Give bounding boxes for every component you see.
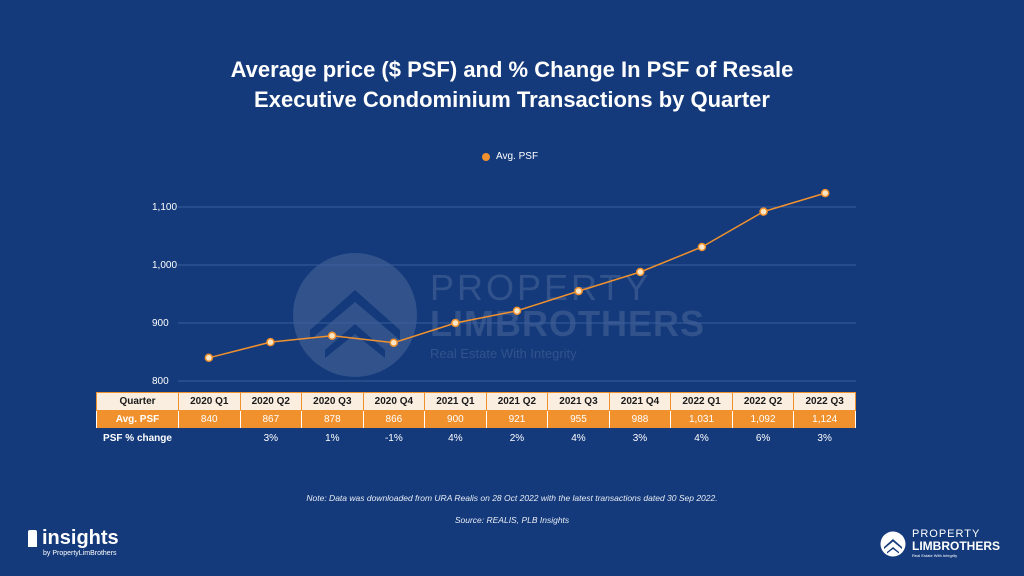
plb-line2: LIMBROTHERS (912, 539, 1000, 553)
y-axis-ticks: 800 900 1,000 1,100 (152, 202, 177, 387)
data-point (389, 338, 398, 347)
avg-psf-cell: 900 (424, 410, 487, 428)
quarter-cell: 2021 Q4 (608, 392, 672, 411)
insights-byline: by PropertyLimBrothers (43, 550, 117, 557)
note-text: Note: Data was downloaded from URA Reali… (306, 493, 718, 503)
quarter-cell: 2022 Q3 (793, 392, 856, 411)
chart-legend: Avg. PSF (482, 151, 538, 162)
psf-change-cell: 4% (694, 432, 709, 444)
insights-logo: insights by PropertyLimBrothers (28, 528, 119, 557)
row-label-change: PSF % change (103, 432, 172, 444)
quarter-cell: 2020 Q1 (178, 392, 241, 411)
psf-change-cell: 2% (509, 432, 525, 444)
psf-change-cell: 3% (817, 432, 832, 444)
y-tick-label: 1,100 (152, 202, 177, 213)
chart-title-line2: Executive Condominium Transactions by Qu… (254, 87, 770, 112)
avg-psf-cell: 988 (608, 410, 672, 428)
chart-gridlines (178, 206, 856, 382)
y-tick-label: 1,000 (152, 260, 177, 271)
data-point (451, 318, 460, 328)
psf-change-cell: 3% (632, 432, 648, 444)
psf-change-cell: 4% (448, 432, 463, 444)
psf-change-cell: -1% (384, 432, 403, 444)
quarter-cell: 2020 Q3 (301, 392, 364, 411)
quarter-cell: 2021 Q3 (547, 392, 610, 411)
chart-title-line1: Average price ($ PSF) and % Change In PS… (230, 57, 794, 82)
psf-change-cell: 3% (263, 432, 279, 444)
data-point (327, 331, 337, 341)
psf-change-cell: 6% (755, 432, 771, 444)
quarter-cell: 2021 Q1 (424, 392, 487, 411)
data-point (266, 337, 275, 347)
legend-marker (482, 152, 490, 161)
table-row-quarter: Quarter 2020 Q1 2020 Q2 2020 Q3 2020 Q4 2021… (96, 392, 856, 411)
insights-mark-icon (28, 529, 37, 547)
row-label-quarter: Quarter (96, 392, 179, 411)
data-point (759, 207, 768, 216)
series-points (204, 188, 830, 363)
series-line-avg-psf (208, 192, 826, 359)
plb-line1: PROPERTY (912, 528, 981, 540)
avg-psf-cell: 921 (485, 410, 549, 428)
legend-label: Avg. PSF (496, 151, 539, 162)
plb-logo: PROPERTY LIMBROTHERS Real Estate With In… (880, 528, 1000, 559)
psf-change-cell (179, 428, 241, 448)
plb-logo-icon (880, 531, 906, 556)
footnote: Note: Data was downloaded from URA Reali… (0, 487, 1024, 531)
psf-change-cell: 4% (571, 432, 586, 444)
chart-title: Average price ($ PSF) and % Change In PS… (0, 55, 1024, 115)
data-point (204, 353, 214, 363)
avg-psf-cell: 955 (547, 410, 610, 428)
table-row-psf-change: PSF % change 3% 1% -1% 4% 2% 4% 3% 4% 6% 3% (97, 428, 856, 448)
data-point (574, 286, 583, 296)
avg-psf-cell: 1,092 (731, 410, 795, 428)
data-table: Quarter 2020 Q1 2020 Q2 2020 Q3 2020 Q4 2021… (96, 392, 856, 448)
avg-psf-cell: 866 (362, 410, 426, 428)
quarter-cell: 2022 Q1 (670, 392, 733, 411)
y-tick-label: 900 (152, 318, 169, 329)
data-point (697, 242, 707, 252)
quarter-cell: 2020 Q2 (239, 392, 303, 411)
line-chart: 800 900 1,000 1,100 (152, 188, 856, 387)
psf-change-cell: 1% (325, 432, 340, 444)
quarter-cell: 2022 Q2 (731, 392, 795, 411)
avg-psf-cell: 1,031 (670, 410, 733, 428)
avg-psf-cell: 878 (301, 410, 364, 428)
avg-psf-cell: 1,124 (793, 410, 856, 428)
data-point (820, 188, 830, 198)
avg-psf-cell: 867 (239, 410, 303, 428)
quarter-cell: 2020 Q4 (362, 392, 426, 411)
plb-tagline: Real Estate With Integrity (912, 553, 958, 558)
y-tick-label: 800 (152, 376, 169, 387)
source-text: Source: REALIS, PLB Insights (454, 515, 570, 525)
row-label-avg: Avg. PSF (96, 410, 179, 428)
data-point (636, 267, 645, 277)
table-row-avg-psf: Avg. PSF 840 867 878 866 900 921 955 988 1,031 1,… (96, 410, 856, 428)
insights-name: insights (42, 527, 119, 549)
quarter-cell: 2021 Q2 (485, 392, 549, 411)
avg-psf-cell: 840 (178, 410, 241, 428)
data-point (512, 306, 522, 316)
